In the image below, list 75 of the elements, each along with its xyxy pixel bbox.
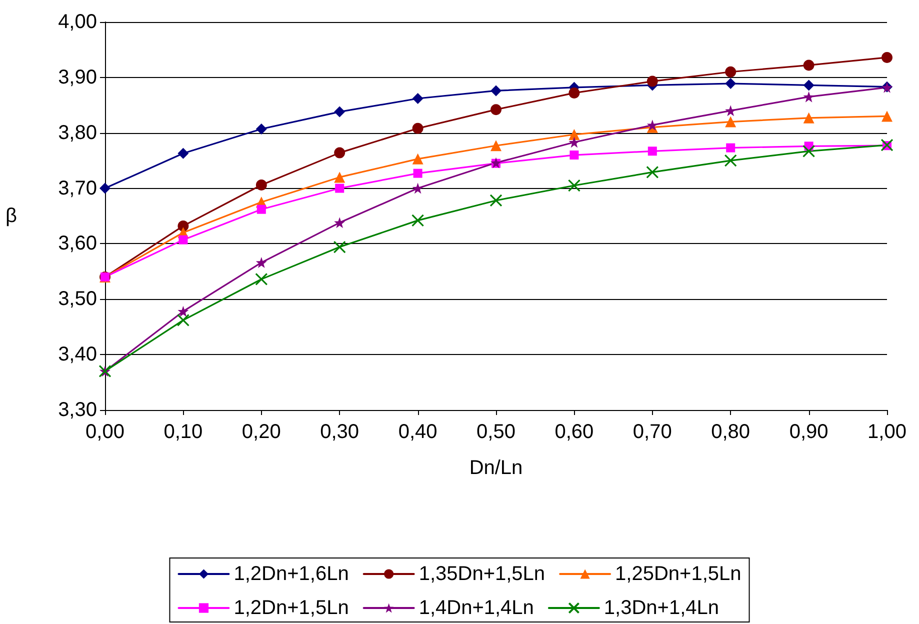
point [333,240,346,254]
x-tick-label: 0,90 [789,421,828,443]
point [882,110,892,122]
legend-label: 1,3Dn+1,4Ln [604,597,720,619]
point [725,105,736,116]
point [412,122,424,134]
point [490,140,502,152]
y-tick-label: 4,00 [58,11,97,33]
point [100,182,110,194]
point [256,204,266,214]
x-tick-label: 0,50 [476,421,516,443]
x-tick-label: 0,70 [632,421,672,443]
legend-label: 1,25Dn+1,5Ln [615,563,742,585]
point [176,314,190,327]
y-tick-label: 3,40 [58,344,97,366]
point [802,144,816,158]
x-tick-label: 0,30 [320,421,360,443]
point [335,184,344,193]
x-tick-label: 0,60 [554,421,594,443]
legend-label: 1,2Dn+1,5Ln [234,597,349,619]
point [646,166,659,179]
point [568,179,580,192]
x-axis-title: Dn/Ln [469,457,523,479]
point [256,257,267,268]
y-tick-label: 3,70 [58,177,97,200]
x-tick-label: 0,20 [242,421,281,443]
point [413,168,422,178]
point [256,123,267,134]
x-tick-label: 0,80 [711,421,750,443]
y-tick-label: 3,60 [58,232,97,255]
point [568,136,580,148]
point [334,217,346,228]
point [882,52,892,63]
y-axis-title: β [5,205,17,227]
y-tick-label: 3,80 [58,122,97,144]
point [412,182,424,194]
legend-label: 1,2Dn+1,6Ln [234,563,349,585]
point [412,153,424,164]
point [334,172,346,183]
point [725,116,736,128]
point [803,112,814,124]
point [490,104,502,116]
point [880,138,894,152]
point [568,87,580,98]
point [726,143,736,152]
point [412,214,424,227]
point [803,80,814,91]
x-tick-label: 0,00 [86,421,124,443]
x-tick-label: 0,40 [398,421,438,443]
point [255,272,268,286]
point [178,306,189,317]
point [178,148,189,159]
point [724,154,737,167]
point [412,92,424,104]
point [648,146,657,156]
point [256,179,267,190]
point [334,147,346,158]
y-tick-label: 3,50 [58,288,97,310]
point [568,129,580,140]
x-tick-label: 0,10 [164,421,203,443]
point [725,66,736,78]
point [490,194,502,207]
x-tick-label: 1,00 [868,421,906,443]
point [725,78,736,90]
legend-label: 1,4Dn+1,4Ln [418,597,534,619]
point [570,150,579,160]
point [803,60,814,71]
point [646,76,658,87]
point [490,85,502,96]
point [178,235,188,244]
point [803,91,814,102]
y-tick-label: 3,30 [58,399,97,421]
point [334,106,346,118]
y-tick-label: 3,90 [58,66,97,88]
legend-label: 1,35Dn+1,5Ln [418,563,546,585]
